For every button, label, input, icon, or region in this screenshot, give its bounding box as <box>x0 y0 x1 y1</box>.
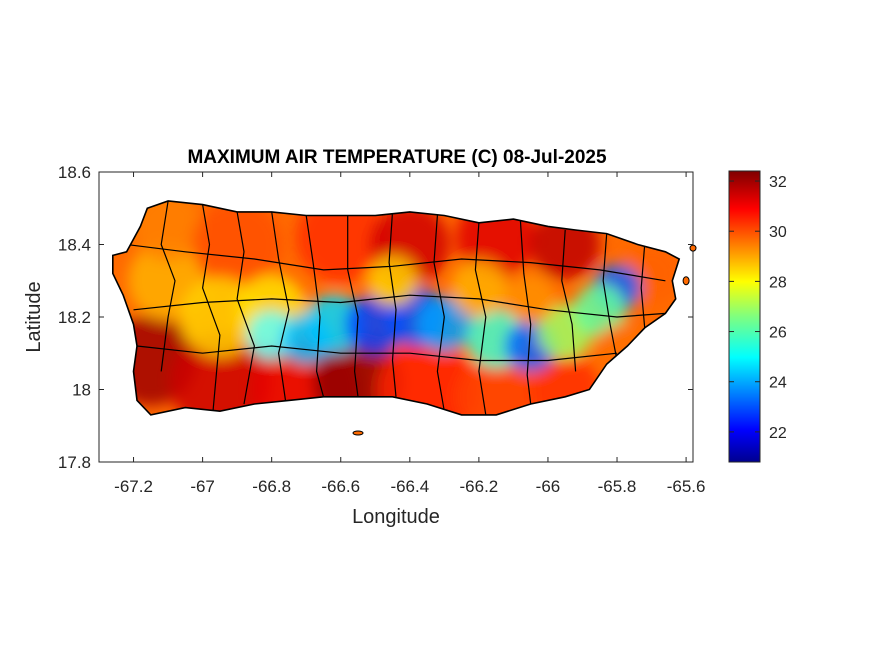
municipal-boundary <box>347 215 359 397</box>
heat-blob <box>281 313 332 364</box>
small-island <box>689 244 697 252</box>
x-tick-label: -65.6 <box>667 477 706 496</box>
x-axis-label: Longitude <box>352 506 440 528</box>
x-tick-label: -66.4 <box>390 477 429 496</box>
municipal-boundary <box>236 211 256 405</box>
municipal-boundary <box>201 204 221 412</box>
x-tick-label: -66 <box>536 477 561 496</box>
colorbar <box>728 170 761 463</box>
y-tick-label: 18.4 <box>58 236 91 255</box>
heatmap-island <box>112 200 697 436</box>
heat-blob <box>367 255 418 306</box>
municipal-boundary <box>602 233 618 361</box>
municipal-boundary <box>133 294 666 318</box>
colorbar-ticks: 22 24 26 28 30 32 <box>729 174 787 442</box>
colorbar-tick-label: 22 <box>769 425 787 442</box>
small-island <box>352 430 364 436</box>
heat-blob <box>416 296 473 353</box>
y-tick-label: 18.2 <box>58 308 91 327</box>
municipal-boundary <box>519 219 532 405</box>
x-tick-label: -66.8 <box>252 477 291 496</box>
x-axis: -67.2 -67 -66.8 -66.6 -66.4 -66.2 -66 -65.8 -65.… <box>114 172 705 496</box>
municipal-boundary <box>388 211 397 397</box>
chart-title: MAXIMUM AIR TEMPERATURE (C) 08-Jul-2025 <box>187 147 607 168</box>
municipal-boundary <box>474 222 487 415</box>
municipal-boundary <box>160 201 176 372</box>
municipal-boundary <box>561 229 577 372</box>
colorbar-tick-label: 30 <box>769 224 787 241</box>
small-island <box>682 276 690 286</box>
heat-blob <box>573 283 626 336</box>
y-axis: 17.8 18 18.2 18.4 18.6 <box>58 163 693 472</box>
heat-blob <box>133 201 204 262</box>
x-tick-label: -67.2 <box>114 477 153 496</box>
heat-blob <box>192 201 283 290</box>
colorbar-tick-label: 24 <box>769 375 787 392</box>
x-tick-label: -66.2 <box>460 477 499 496</box>
y-tick-label: 18 <box>72 381 91 400</box>
municipal-boundary <box>126 243 666 282</box>
x-tick-label: -65.8 <box>598 477 637 496</box>
y-axis-label: Latitude <box>23 281 45 352</box>
y-tick-label: 18.6 <box>58 163 91 182</box>
municipal-boundaries <box>126 201 666 415</box>
heat-blob <box>505 273 556 324</box>
municipal-boundary <box>271 211 290 401</box>
municipal-boundary <box>433 215 445 412</box>
heat-blob <box>456 356 537 415</box>
colorbar-tick-label: 26 <box>769 325 787 342</box>
small-islands <box>352 244 697 436</box>
x-tick-label: -66.6 <box>321 477 360 496</box>
colorbar-tick-label: 32 <box>769 174 787 191</box>
island-outline <box>112 200 681 416</box>
municipal-boundary <box>305 215 325 397</box>
municipal-boundary <box>136 345 618 362</box>
x-tick-label: -67 <box>190 477 215 496</box>
y-tick-label: 17.8 <box>58 453 91 472</box>
colorbar-tick-label: 28 <box>769 274 787 291</box>
